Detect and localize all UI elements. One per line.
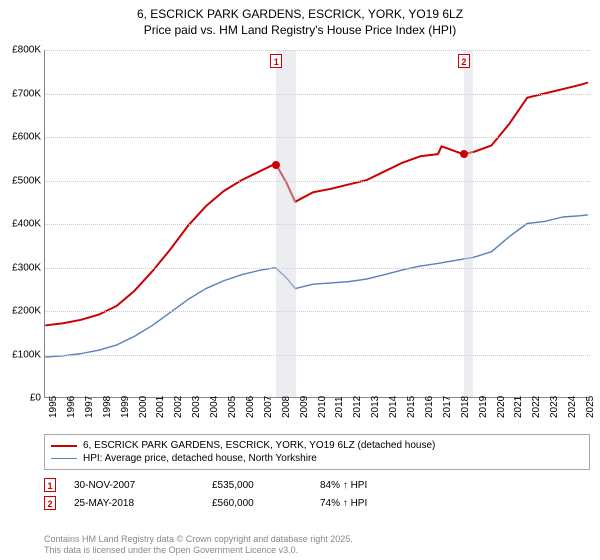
marker-dot [460,150,468,158]
xtick-label: 2018 [460,396,471,418]
xtick-label: 2012 [352,396,363,418]
xtick-label: 2022 [531,396,542,418]
legend-label: HPI: Average price, detached house, Nort… [83,453,317,464]
gridline [45,50,590,51]
footer-line-1: Contains HM Land Registry data © Crown c… [44,534,353,545]
event-row: 1 30-NOV-2007 £535,000 84% ↑ HPI [44,476,590,494]
marker-label: 1 [270,54,282,68]
gridline [45,355,590,356]
plot-area: £0£100K£200K£300K£400K£500K£600K£700K£80… [44,50,590,398]
xtick-label: 1999 [120,396,131,418]
event-marker: 2 [44,496,56,510]
xtick-label: 1995 [48,396,59,418]
ytick-label: £500K [1,175,41,186]
xtick-label: 2010 [317,396,328,418]
xtick-label: 2017 [442,396,453,418]
gridline [45,181,590,182]
xtick-label: 2011 [334,396,345,418]
gridline [45,311,590,312]
legend-label: 6, ESCRICK PARK GARDENS, ESCRICK, YORK, … [83,440,435,451]
event-marker: 1 [44,478,56,492]
series-property [45,83,588,326]
xtick-label: 2009 [299,396,310,418]
xtick-label: 2008 [281,396,292,418]
shaded-region [276,50,295,397]
marker-label: 2 [458,54,470,68]
xtick-label: 2014 [388,396,399,418]
xtick-label: 2001 [155,396,166,418]
event-row: 2 25-MAY-2018 £560,000 74% ↑ HPI [44,494,590,512]
xtick-label: 2004 [209,396,220,418]
xtick-label: 2016 [424,396,435,418]
legend-swatch [51,458,77,459]
footer-line-2: This data is licensed under the Open Gov… [44,545,353,556]
ytick-label: £800K [1,45,41,56]
event-table: 1 30-NOV-2007 £535,000 84% ↑ HPI 2 25-MAY-201… [44,476,590,512]
gridline [45,268,590,269]
gridline [45,224,590,225]
shaded-region [464,50,473,397]
chart-container: 6, ESCRICK PARK GARDENS, ESCRICK, YORK, … [0,0,600,560]
xtick-label: 2013 [370,396,381,418]
xtick-label: 1998 [102,396,113,418]
xtick-label: 2005 [227,396,238,418]
event-date: 25-MAY-2018 [74,498,194,509]
footer-attribution: Contains HM Land Registry data © Crown c… [44,534,353,557]
xtick-label: 2025 [585,396,596,418]
legend: 6, ESCRICK PARK GARDENS, ESCRICK, YORK, … [44,434,590,470]
marker-dot [272,161,280,169]
xtick-label: 2023 [549,396,560,418]
ytick-label: £700K [1,88,41,99]
xtick-label: 2007 [263,396,274,418]
ytick-label: £300K [1,262,41,273]
xtick-label: 1996 [66,396,77,418]
ytick-label: £100K [1,349,41,360]
event-hpi: 74% ↑ HPI [320,498,440,509]
gridline [45,137,590,138]
legend-swatch [51,445,77,447]
title-line-1: 6, ESCRICK PARK GARDENS, ESCRICK, YORK, … [0,6,600,22]
xtick-label: 2006 [245,396,256,418]
event-date: 30-NOV-2007 [74,480,194,491]
event-price: £560,000 [212,498,302,509]
xtick-label: 2019 [478,396,489,418]
title-line-2: Price paid vs. HM Land Registry's House … [0,22,600,38]
xtick-label: 1997 [84,396,95,418]
series-hpi [45,215,588,357]
ytick-label: £600K [1,132,41,143]
xtick-label: 2020 [496,396,507,418]
xtick-label: 2000 [138,396,149,418]
legend-row: HPI: Average price, detached house, Nort… [51,452,583,465]
event-price: £535,000 [212,480,302,491]
xtick-label: 2024 [567,396,578,418]
chart-title: 6, ESCRICK PARK GARDENS, ESCRICK, YORK, … [0,0,600,38]
ytick-label: £400K [1,219,41,230]
ytick-label: £200K [1,306,41,317]
event-hpi: 84% ↑ HPI [320,480,440,491]
ytick-label: £0 [1,393,41,404]
xtick-label: 2003 [191,396,202,418]
gridline [45,94,590,95]
xtick-label: 2021 [513,396,524,418]
xtick-label: 2015 [406,396,417,418]
xtick-label: 2002 [173,396,184,418]
legend-row: 6, ESCRICK PARK GARDENS, ESCRICK, YORK, … [51,439,583,452]
